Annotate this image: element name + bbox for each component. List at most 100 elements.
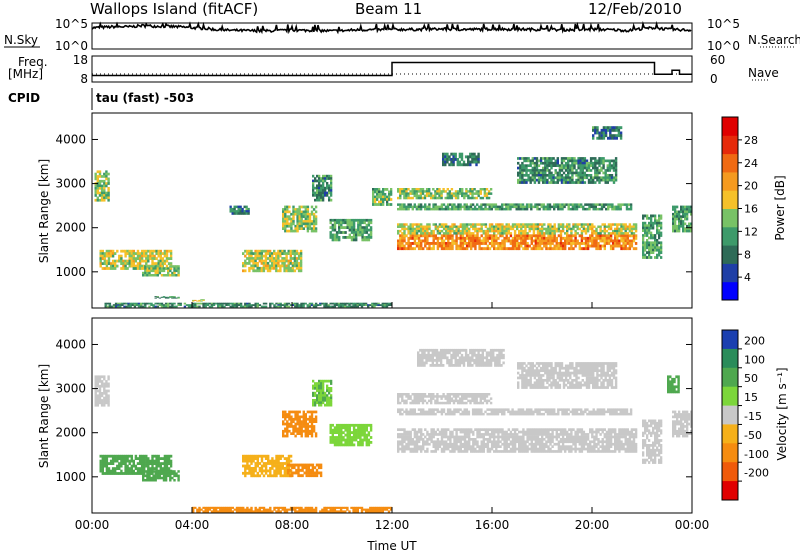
power-cell xyxy=(225,304,228,306)
power-cell xyxy=(449,236,452,240)
velocity-cell xyxy=(367,441,371,444)
power-cell xyxy=(614,239,617,243)
power-cell xyxy=(544,166,547,170)
power-cell xyxy=(417,194,421,198)
power-cell xyxy=(582,227,586,231)
power-cell xyxy=(142,274,145,277)
power-cell xyxy=(271,266,274,270)
velocity-cell xyxy=(142,474,145,478)
velocity-cell xyxy=(290,417,293,421)
power-cell xyxy=(446,158,449,161)
power-cell xyxy=(678,224,681,228)
power-cell xyxy=(409,227,412,231)
power-cell xyxy=(434,236,437,240)
power-cell xyxy=(490,236,494,240)
velocity-cell xyxy=(217,510,220,513)
power-cell xyxy=(571,181,574,184)
power-cell xyxy=(658,219,661,223)
power-cell xyxy=(617,134,621,138)
velocity-cell xyxy=(293,463,296,467)
power-cell xyxy=(296,227,299,230)
power-cell xyxy=(564,176,568,180)
power-cell xyxy=(285,252,288,255)
velocity-cell xyxy=(403,438,406,441)
power-cell xyxy=(551,236,554,240)
velocity-cell xyxy=(152,476,155,480)
power-cell xyxy=(405,223,408,226)
velocity-cell xyxy=(298,432,301,435)
power-cell xyxy=(540,205,543,209)
velocity-cell xyxy=(309,468,312,472)
power-cell xyxy=(676,205,679,209)
power-cell xyxy=(417,190,421,193)
power-cell xyxy=(357,218,360,222)
power-cell xyxy=(151,249,154,253)
power-cell xyxy=(580,239,584,243)
velocity-cell xyxy=(248,454,251,458)
velocity-cell xyxy=(424,428,427,431)
power-cell xyxy=(281,259,284,263)
power-x-ticks xyxy=(91,302,693,308)
power-cell xyxy=(123,305,126,308)
power-cell xyxy=(290,229,293,233)
velocity-cell xyxy=(314,420,318,423)
velocity-cell xyxy=(250,462,253,465)
power-cell xyxy=(256,252,259,255)
power-cell xyxy=(674,227,677,230)
power-cell xyxy=(592,128,595,132)
power-cell xyxy=(594,159,597,163)
power-cell xyxy=(538,227,542,231)
power-cell xyxy=(557,244,561,248)
velocity-cell xyxy=(100,380,104,383)
power-cell xyxy=(473,196,476,200)
velocity-cell xyxy=(348,431,351,434)
power-cell xyxy=(374,198,377,201)
power-cell xyxy=(397,242,400,245)
power-cell xyxy=(292,220,295,223)
power-cell xyxy=(175,267,178,270)
power-cell xyxy=(320,179,323,183)
power-cell xyxy=(674,215,677,218)
power-cell xyxy=(569,169,572,172)
power-cell xyxy=(614,242,617,245)
power-cell xyxy=(542,157,545,160)
power-cell xyxy=(654,214,657,218)
power-cell xyxy=(519,166,522,170)
power-cell xyxy=(291,252,295,255)
velocity-cell xyxy=(267,459,270,463)
velocity-cell xyxy=(411,442,414,446)
power-cell xyxy=(660,221,663,225)
power-cell xyxy=(310,227,314,230)
power-cell xyxy=(652,214,655,218)
power-cell xyxy=(378,195,381,199)
power-cell xyxy=(463,242,467,245)
power-cell xyxy=(598,136,601,140)
velocity-cell xyxy=(291,466,294,470)
power-cell xyxy=(575,181,578,184)
power-cell xyxy=(324,189,327,192)
power-cell xyxy=(417,239,421,243)
velocity-cell xyxy=(326,379,329,383)
power-cell xyxy=(165,264,169,268)
power-cell xyxy=(314,191,317,195)
power-cell xyxy=(613,126,616,130)
power-cell xyxy=(538,234,542,238)
velocity-cell xyxy=(164,472,168,475)
power-cell xyxy=(634,234,638,238)
power-cell xyxy=(291,249,295,253)
power-cell xyxy=(513,242,517,245)
velocity-cell xyxy=(281,506,284,509)
power-cell xyxy=(344,218,347,222)
power-cell xyxy=(171,296,174,298)
power-cell xyxy=(547,242,550,245)
power-cell xyxy=(529,159,532,163)
power-cell xyxy=(579,159,582,163)
power-cell xyxy=(312,227,316,230)
power-cell xyxy=(473,192,476,195)
velocity-cell xyxy=(300,429,303,433)
power-cell xyxy=(111,267,115,270)
power-cell xyxy=(169,267,173,270)
power-cell xyxy=(525,164,528,167)
power-cell xyxy=(385,305,389,308)
velocity-cell xyxy=(314,401,317,405)
